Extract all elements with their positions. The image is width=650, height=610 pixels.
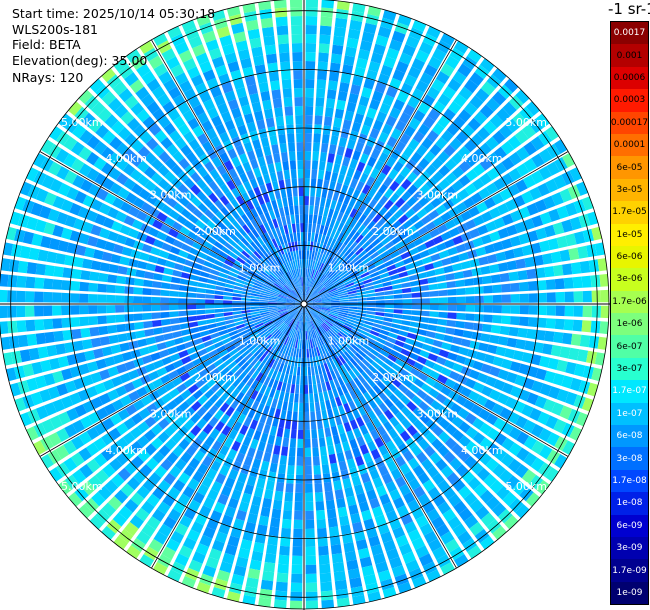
colorbar-step: 6e-08 xyxy=(611,425,648,448)
start-time-text: Start time: 2025/10/14 05:30:18 xyxy=(12,6,216,21)
azimuth-spoke xyxy=(303,151,569,305)
colorbar-step: 1e-06 xyxy=(611,313,648,336)
range-label: 5.00km xyxy=(505,116,547,129)
azimuth-spoke xyxy=(39,151,305,305)
azimuth-spoke xyxy=(303,303,569,457)
range-label: 2.00km xyxy=(372,225,414,238)
colorbar-step: 3e-05 xyxy=(611,178,648,202)
range-label: 3.00km xyxy=(150,407,192,420)
colorbar-step: 3e-07 xyxy=(611,357,648,381)
colorbar-step: 1.7e-08 xyxy=(611,469,648,493)
colorbar-step: 0.0006 xyxy=(611,66,648,90)
range-label: 5.00km xyxy=(61,116,103,129)
colorbar-step: 1e-07 xyxy=(611,402,648,426)
range-labels: 1.00km 1.00km 1.00km 1.00km 2.00km 2.00km 2.00… xyxy=(61,116,547,493)
colorbar-step: 0.00017 xyxy=(611,111,648,134)
range-label: 3.00km xyxy=(417,189,459,202)
azimuth-spoke xyxy=(303,39,457,305)
colorbar-step: 1e-05 xyxy=(611,223,648,246)
range-label: 1.00km xyxy=(239,334,281,347)
radar-center-marker xyxy=(300,300,308,308)
instrument-text: WLS200s-181 xyxy=(12,22,98,37)
colorbar-step: 0.0001 xyxy=(611,133,648,157)
colorbar-step: 6e-07 xyxy=(611,335,648,358)
range-label: 4.00km xyxy=(461,152,503,165)
colorbar-step: 3e-08 xyxy=(611,447,648,470)
range-label: 2.00km xyxy=(372,371,414,384)
range-label: 5.00km xyxy=(61,480,103,493)
colorbar-step: 1e-08 xyxy=(611,492,648,515)
colorbar-step: 1.7e-09 xyxy=(611,559,648,582)
range-label: 3.00km xyxy=(150,189,192,202)
colorbar-step: 6e-05 xyxy=(611,156,648,179)
colorbar-step: 3e-09 xyxy=(611,536,648,560)
range-label: 1.00km xyxy=(328,334,370,347)
colorbar-step: 1.7e-07 xyxy=(611,380,648,403)
range-label: 1.00km xyxy=(328,262,370,275)
range-label: 2.00km xyxy=(194,225,236,238)
colorbar-step: 1e-09 xyxy=(611,581,648,605)
colorbar-step: 1.7e-06 xyxy=(611,290,648,314)
colorbar-step: 0.0003 xyxy=(611,89,648,112)
colorbar-step: 0.0017 xyxy=(611,22,648,45)
field-text: Field: BETA xyxy=(12,37,81,52)
azimuth-spoke xyxy=(39,303,305,457)
azimuth-spoke xyxy=(303,303,457,569)
beta-ray-field xyxy=(0,0,609,609)
range-label: 4.00km xyxy=(105,152,147,165)
colorbar-step: 6e-09 xyxy=(611,514,648,537)
azimuth-spoke xyxy=(151,303,305,569)
range-label: 4.00km xyxy=(461,444,503,457)
nrays-text: NRays: 120 xyxy=(12,70,84,85)
colorbar-step: 0.001 xyxy=(611,44,648,67)
colorbar-step: 3e-06 xyxy=(611,268,648,291)
range-label: 5.00km xyxy=(505,480,547,493)
range-label: 1.00km xyxy=(239,262,281,275)
azimuth-spoke xyxy=(151,39,305,305)
colorbar-step: 1.7e-05 xyxy=(611,201,648,224)
range-label: 4.00km xyxy=(105,444,147,457)
colorbar-units-title: -1 sr-1 xyxy=(608,0,650,18)
range-label: 3.00km xyxy=(417,407,459,420)
colorbar: 0.0017 0.001 0.0006 0.0003 0.00017 0.0001 6e-0… xyxy=(610,21,649,605)
colorbar-step: 6e-06 xyxy=(611,245,648,269)
elevation-text: Elevation(deg): 35.00 xyxy=(12,53,148,68)
range-label: 2.00km xyxy=(194,371,236,384)
